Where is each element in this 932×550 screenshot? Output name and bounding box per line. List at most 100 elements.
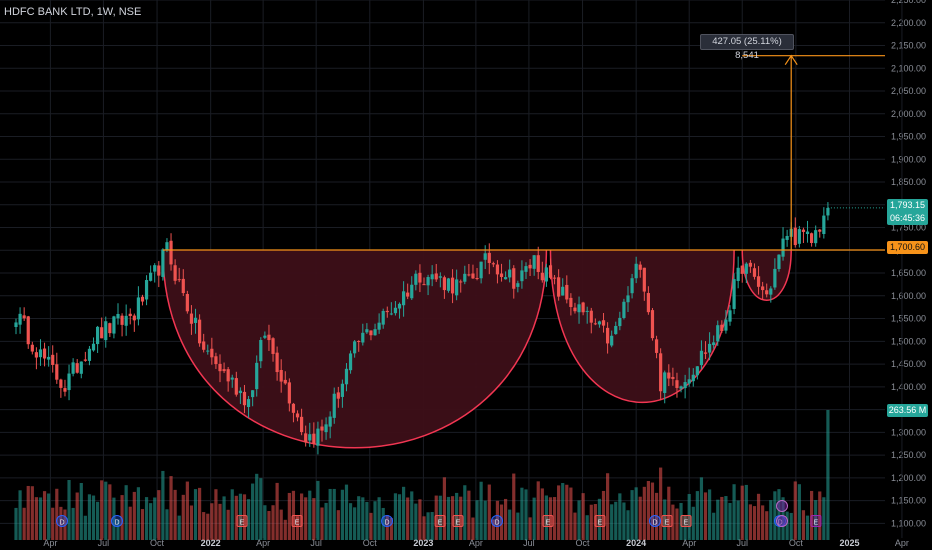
- volume-bar: [361, 497, 365, 540]
- volume-bar: [206, 513, 210, 540]
- earnings-icon: [452, 515, 464, 527]
- volume-bar: [132, 491, 136, 540]
- y-tick-label: 1,550.00: [891, 314, 926, 324]
- event-letter: E: [438, 520, 443, 527]
- candle-body: [198, 319, 202, 344]
- volume-bar: [161, 470, 165, 540]
- dividend-marker[interactable]: D: [381, 515, 393, 527]
- candle-body: [177, 279, 181, 281]
- candle-body: [691, 374, 695, 382]
- candle-body: [475, 278, 479, 280]
- candle-body: [777, 254, 781, 269]
- candle-body: [581, 302, 585, 313]
- y-tick-label: 1,250.00: [891, 450, 926, 460]
- volume-bar: [418, 499, 422, 540]
- y-tick-label: 1,850.00: [891, 177, 926, 187]
- earnings-marker[interactable]: E: [236, 515, 248, 527]
- candle-body: [695, 366, 699, 376]
- event-letter: D: [652, 520, 657, 527]
- volume-bar: [324, 502, 328, 540]
- volume-bar: [340, 489, 344, 540]
- candle-body: [610, 335, 614, 346]
- earnings-marker[interactable]: E: [291, 515, 303, 527]
- dividend-marker[interactable]: D: [111, 515, 123, 527]
- volume-bar: [756, 493, 761, 540]
- volume-bar: [157, 490, 161, 540]
- volume-bar: [287, 492, 291, 540]
- y-tick-label: 2,150.00: [891, 41, 926, 51]
- candle-body: [479, 261, 483, 279]
- volume-bar: [708, 489, 712, 540]
- candle-body: [822, 215, 826, 234]
- volume-bar: [14, 507, 18, 540]
- volume-bar: [667, 486, 671, 540]
- candle-body: [597, 321, 602, 325]
- candle-body: [271, 338, 275, 354]
- dividend-marker[interactable]: D: [56, 515, 68, 527]
- x-tick-label: Oct: [363, 538, 378, 548]
- candle-body: [459, 281, 463, 283]
- candle-body: [59, 379, 63, 388]
- volume-bar: [214, 489, 218, 540]
- cup-fill: [550, 250, 735, 403]
- candle-body: [414, 273, 418, 285]
- candle-body: [422, 284, 426, 286]
- candle-body: [263, 335, 267, 338]
- candle-body: [279, 369, 283, 382]
- candle-body: [71, 362, 75, 374]
- y-tick-label: 2,000.00: [891, 109, 926, 119]
- event-letter: E: [240, 520, 245, 527]
- measure-label: 427.05 (25.11%) 8,541: [700, 34, 794, 61]
- earnings-marker[interactable]: E: [680, 515, 692, 527]
- candle-body: [255, 362, 259, 390]
- candle-body: [716, 325, 720, 342]
- earnings-marker[interactable]: E: [452, 515, 464, 527]
- candle-body: [291, 403, 296, 413]
- volume-bar: [144, 497, 149, 540]
- candle-body: [455, 279, 459, 296]
- dividend-icon: [56, 515, 68, 527]
- x-tick-label: Apr: [469, 538, 483, 548]
- candle-body: [426, 277, 430, 286]
- volume-bar: [691, 506, 695, 540]
- volume-bar: [357, 496, 361, 540]
- volume-bar: [532, 497, 536, 540]
- volume-bar: [724, 496, 728, 540]
- dividend-marker[interactable]: D: [491, 515, 503, 527]
- volume-bar: [671, 504, 675, 540]
- volume-bar: [246, 499, 251, 540]
- candle-body: [26, 316, 30, 345]
- earnings-marker[interactable]: E: [542, 515, 554, 527]
- x-tick-label: Apr: [682, 538, 696, 548]
- handle-curve: [741, 250, 792, 301]
- candle-body: [654, 339, 659, 353]
- candle-body: [385, 310, 389, 313]
- volume-bar: [67, 480, 71, 540]
- earnings-marker[interactable]: E: [661, 515, 673, 527]
- candle-body: [316, 428, 320, 446]
- volume-bar: [181, 494, 185, 540]
- candle-body: [793, 227, 797, 246]
- candle-body: [548, 265, 553, 278]
- earnings-marker[interactable]: E: [434, 515, 446, 527]
- volume-bar: [622, 502, 626, 540]
- y-tick-label: 1,600.00: [891, 291, 926, 301]
- volume-bar: [104, 481, 108, 540]
- candle-body: [810, 233, 814, 243]
- volume-bar: [210, 503, 214, 540]
- volume-bar: [397, 494, 402, 540]
- dividend-icon: [111, 515, 123, 527]
- volume-bar: [255, 473, 259, 540]
- candle-body: [79, 361, 83, 374]
- candle-body: [173, 265, 177, 281]
- candle-body: [659, 353, 663, 392]
- candle-body: [781, 238, 785, 257]
- y-tick-label: 1,300.00: [891, 427, 926, 437]
- earnings-marker[interactable]: E: [594, 515, 606, 527]
- dividend-marker[interactable]: D: [649, 515, 661, 527]
- x-tick-label: Oct: [789, 538, 804, 548]
- candle-body: [504, 277, 508, 280]
- candle-body: [214, 356, 218, 365]
- volume-bar: [455, 492, 459, 540]
